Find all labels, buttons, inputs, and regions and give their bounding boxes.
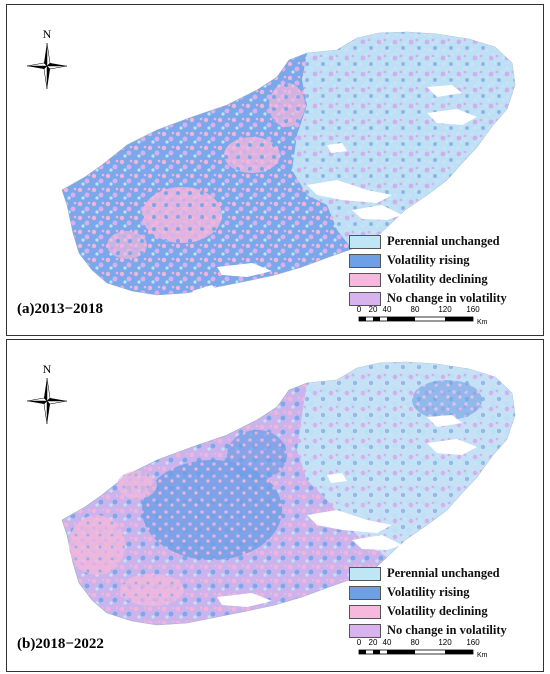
legend-label: Volatility rising [387, 585, 470, 599]
legend-swatch [349, 604, 381, 619]
scale-tick: 80 [410, 638, 420, 647]
north-arrow: N [25, 27, 69, 101]
scale-bar-graphic [358, 316, 474, 322]
scale-tick: 160 [466, 638, 480, 647]
compass-icon [26, 42, 68, 90]
panel-label-b: (b)2018−2022 [17, 636, 104, 652]
region-map-b [61, 361, 516, 626]
legend-label: No change in volatility [387, 623, 507, 637]
scale-bar-graphic [358, 649, 474, 655]
scale-tick: 20 [368, 638, 378, 647]
region-map-a [61, 31, 516, 298]
legend-b: Perennial unchanged Volatility rising Vo… [349, 565, 519, 641]
legend-swatch [349, 272, 381, 287]
legend-swatch [349, 566, 381, 581]
scale-tick: 80 [410, 305, 420, 314]
scale-tick: 40 [382, 305, 392, 314]
north-arrow: N [25, 362, 69, 436]
legend-swatch [349, 585, 381, 600]
scale-tick: 160 [466, 305, 480, 314]
legend-label: Perennial unchanged [387, 566, 500, 580]
scale-bar-a: 0 20 40 80 120 160 Km [355, 305, 515, 335]
legend-label: Volatility rising [387, 253, 470, 267]
legend-label: No change in volatility [387, 291, 507, 305]
legend-item: Volatility declining [349, 271, 519, 288]
map-panel-a: N Perennial unchanged Volatility rising … [6, 4, 544, 336]
legend-item: Volatility rising [349, 584, 519, 601]
legend-item: Perennial unchanged [349, 233, 519, 250]
legend-item: Volatility declining [349, 603, 519, 620]
legend-item: Volatility rising [349, 252, 519, 269]
north-label: N [42, 362, 52, 376]
legend-a: Perennial unchanged Volatility rising Vo… [349, 233, 519, 309]
legend-item: No change in volatility [349, 622, 519, 639]
scale-tick: 120 [438, 638, 452, 647]
legend-swatch [349, 234, 381, 249]
north-label: N [42, 27, 52, 41]
legend-item: No change in volatility [349, 290, 519, 307]
scale-tick: 20 [368, 305, 378, 314]
legend-item: Perennial unchanged [349, 565, 519, 582]
map-panel-b: N Perennial unchanged Volatility rising … [6, 339, 544, 672]
compass-icon [26, 377, 68, 425]
legend-label: Volatility declining [387, 604, 488, 618]
legend-swatch [349, 291, 381, 306]
legend-swatch [349, 623, 381, 638]
legend-label: Perennial unchanged [387, 234, 500, 248]
scale-unit: Km [477, 652, 488, 659]
scale-unit: Km [477, 319, 488, 326]
legend-swatch [349, 253, 381, 268]
scale-bar-b: 0 20 40 80 120 160 Km [355, 638, 515, 668]
scale-tick: 40 [382, 638, 392, 647]
scale-tick: 0 [356, 638, 362, 647]
scale-tick: 0 [356, 305, 362, 314]
scale-tick: 120 [438, 305, 452, 314]
legend-label: Volatility declining [387, 272, 488, 286]
panel-label-a: (a)2013−2018 [17, 301, 104, 317]
